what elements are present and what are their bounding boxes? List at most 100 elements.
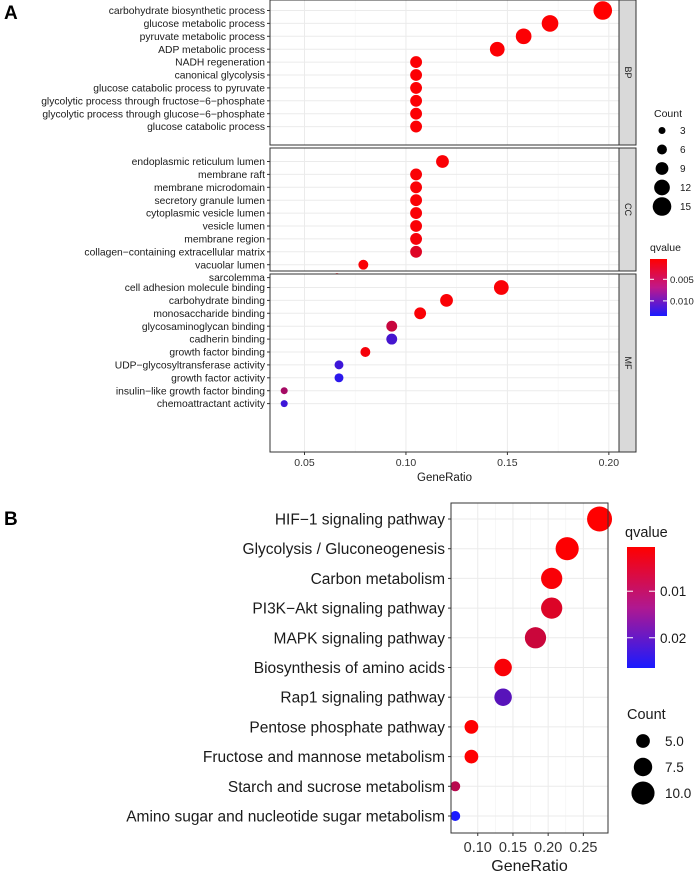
panel-label-a: A	[4, 3, 18, 24]
panel-b: B HIF−1 signaling pathway Glycolysis / Glu…	[4, 502, 691, 875]
term-label: MAPK signaling pathway	[274, 630, 446, 647]
term-label: HIF−1 signaling pathway	[275, 512, 445, 529]
legend-size-key	[658, 127, 666, 134]
term-label: NADH regeneration	[175, 58, 265, 69]
point	[515, 28, 532, 45]
term-label: chemoattractant activity	[157, 399, 266, 410]
term-label: glycolytic process through glucose−6−pho…	[42, 109, 265, 120]
point	[410, 245, 423, 258]
x-tick-label: 0.15	[499, 840, 527, 856]
legend-size-key	[636, 734, 650, 748]
point	[410, 120, 423, 133]
plot-panel-border	[450, 502, 609, 834]
legend-size-key	[654, 179, 670, 196]
legend-size-label: 10.0	[665, 786, 691, 801]
term-label: Pentose phosphate pathway	[249, 719, 445, 736]
point	[440, 294, 453, 307]
legend-size-label: 3	[680, 126, 686, 137]
facet-panel-bg	[270, 0, 619, 145]
term-label: carbohydrate binding	[169, 296, 265, 307]
x-axis-title: GeneRatio	[491, 858, 568, 875]
term-label: cadherin binding	[189, 335, 265, 346]
legend-title: Count	[627, 707, 666, 723]
point	[386, 320, 398, 332]
point	[524, 627, 547, 649]
term-label: glucose metabolic process	[144, 19, 265, 30]
term-label: endoplasmic reticulum lumen	[132, 157, 266, 168]
x-tick-label: 0.20	[534, 840, 562, 856]
term-label: ADP metabolic process	[158, 45, 265, 56]
legend-title: qvalue	[650, 242, 681, 254]
term-label: monosaccharide binding	[153, 309, 265, 320]
term-label: cell adhesion molecule binding	[125, 283, 266, 294]
point	[410, 94, 423, 107]
point	[358, 259, 369, 270]
term-label: PI3K−Akt signaling pathway	[252, 601, 445, 618]
legend-colorbar	[627, 547, 655, 668]
term-label: growth factor activity	[171, 373, 266, 384]
x-tick-label: 0.10	[396, 457, 417, 469]
legend-colorbar-label: 0.005	[670, 275, 694, 286]
term-label: membrane raft	[198, 170, 265, 181]
point	[334, 373, 344, 383]
legend-qvalue-b: qvalue 0.01 0.02	[625, 525, 686, 668]
point	[386, 333, 398, 345]
term-label: vesicle lumen	[203, 222, 266, 233]
term-label: Amino sugar and nucleotide sugar metabol…	[126, 809, 445, 826]
legend-size-key	[631, 781, 655, 805]
term-label: glycosaminoglycan binding	[142, 322, 265, 333]
legend-count-a: Count 3 6 9 12 15	[652, 108, 692, 216]
legend-size-label: 7.5	[665, 760, 684, 775]
point	[489, 41, 505, 57]
term-label: canonical glycolysis	[175, 71, 265, 82]
legend-size-key	[657, 144, 667, 155]
point	[360, 347, 371, 357]
term-label: Rap1 signaling pathway	[280, 690, 445, 707]
facet-bp: carbohydrate biosynthetic process glucose…	[41, 0, 637, 146]
term-label: Fructose and mannose metabolism	[203, 749, 445, 766]
legend-colorbar-label: 0.010	[670, 296, 694, 307]
point	[593, 1, 613, 20]
facet-cc: endoplasmic reticulum lumen membrane raft…	[84, 147, 637, 284]
term-label: glycolytic process through fructose−6−ph…	[41, 96, 265, 107]
term-label: glucose catabolic process	[147, 122, 265, 133]
legend-size-key	[633, 757, 653, 777]
point	[541, 15, 559, 32]
facet-strip	[618, 147, 637, 272]
legend-colorbar-label: 0.01	[660, 584, 686, 599]
facet-panel-bg	[270, 148, 619, 271]
legend-size-label: 6	[680, 145, 686, 156]
point	[493, 280, 509, 295]
point	[410, 220, 423, 232]
term-label: carbohydrate biosynthetic process	[109, 6, 265, 17]
point	[334, 360, 344, 370]
legend-colorbar	[650, 259, 667, 316]
term-label: Carbon metabolism	[311, 571, 445, 588]
point	[410, 232, 423, 245]
point	[541, 567, 563, 590]
legend-qvalue-a: qvalue 0.005 0.010	[650, 242, 694, 316]
term-label: membrane microdomain	[154, 183, 265, 194]
legend-count-b: Count 5.0 7.5 10.0	[627, 707, 691, 805]
term-label: insulin−like growth factor binding	[116, 386, 265, 397]
term-label: secretory granule lumen	[155, 196, 266, 207]
term-label: membrane region	[184, 235, 265, 246]
x-tick-label: 0.10	[464, 840, 492, 856]
term-label: cytoplasmic vesicle lumen	[146, 209, 265, 220]
x-tick-label: 0.20	[599, 457, 620, 469]
point	[464, 720, 479, 734]
point	[450, 811, 461, 821]
point	[410, 69, 423, 81]
point	[280, 400, 288, 408]
facet-strip-label: MF	[623, 357, 633, 370]
point	[494, 688, 512, 706]
point	[587, 506, 613, 532]
legend-size-label: 15	[680, 202, 692, 213]
facet-strip-label: CC	[623, 203, 633, 216]
legend-size-label: 12	[680, 183, 692, 194]
point	[410, 181, 423, 194]
point	[494, 658, 512, 677]
legend-colorbar-label: 0.02	[660, 631, 686, 646]
point	[410, 81, 423, 94]
term-label: Starch and sucrose metabolism	[228, 779, 445, 796]
